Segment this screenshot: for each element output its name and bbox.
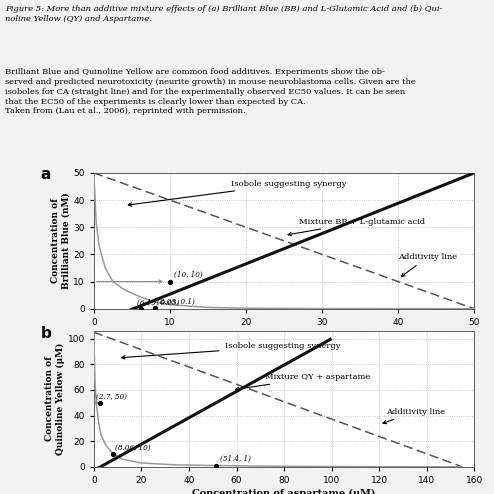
Text: Additivity line: Additivity line <box>383 408 446 424</box>
X-axis label: Concentration of L-glutamic acid (μM): Concentration of L-glutamic acid (μM) <box>178 331 390 340</box>
Text: Figure 5: More than additive mixture effects of (a) Brilliant Blue (BB) and L-Gl: Figure 5: More than additive mixture eff… <box>5 5 442 23</box>
Y-axis label: Concentration of
Quinoline Yellow (μM): Concentration of Quinoline Yellow (μM) <box>45 343 65 455</box>
Text: a: a <box>41 167 51 182</box>
Text: Brilliant Blue and Quinoline Yellow are common food additives. Experiments show : Brilliant Blue and Quinoline Yellow are … <box>5 68 415 116</box>
Text: Mixture QY + aspartame: Mixture QY + aspartame <box>236 373 370 390</box>
Text: (8.06, 10): (8.06, 10) <box>115 444 151 452</box>
Y-axis label: Concentration of
Brilliant Blue (nM): Concentration of Brilliant Blue (nM) <box>51 193 71 289</box>
Text: (10, 10): (10, 10) <box>174 271 203 279</box>
Text: Mixture BB + L-glutamic acid: Mixture BB + L-glutamic acid <box>288 218 425 236</box>
Text: (51.4, 1): (51.4, 1) <box>220 455 251 463</box>
X-axis label: Concentration of aspartame (μM): Concentration of aspartame (μM) <box>192 489 376 494</box>
Text: (6.19, 0.05): (6.19, 0.05) <box>137 298 180 306</box>
Text: Additivity line: Additivity line <box>398 253 457 277</box>
Text: Isobole suggesting synergy: Isobole suggesting synergy <box>122 342 340 359</box>
Text: (8.05, 0.1): (8.05, 0.1) <box>157 298 195 306</box>
Text: b: b <box>41 326 51 340</box>
Text: (2.7, 50): (2.7, 50) <box>96 393 127 401</box>
Text: Isobole suggesting synergy: Isobole suggesting synergy <box>128 180 346 206</box>
